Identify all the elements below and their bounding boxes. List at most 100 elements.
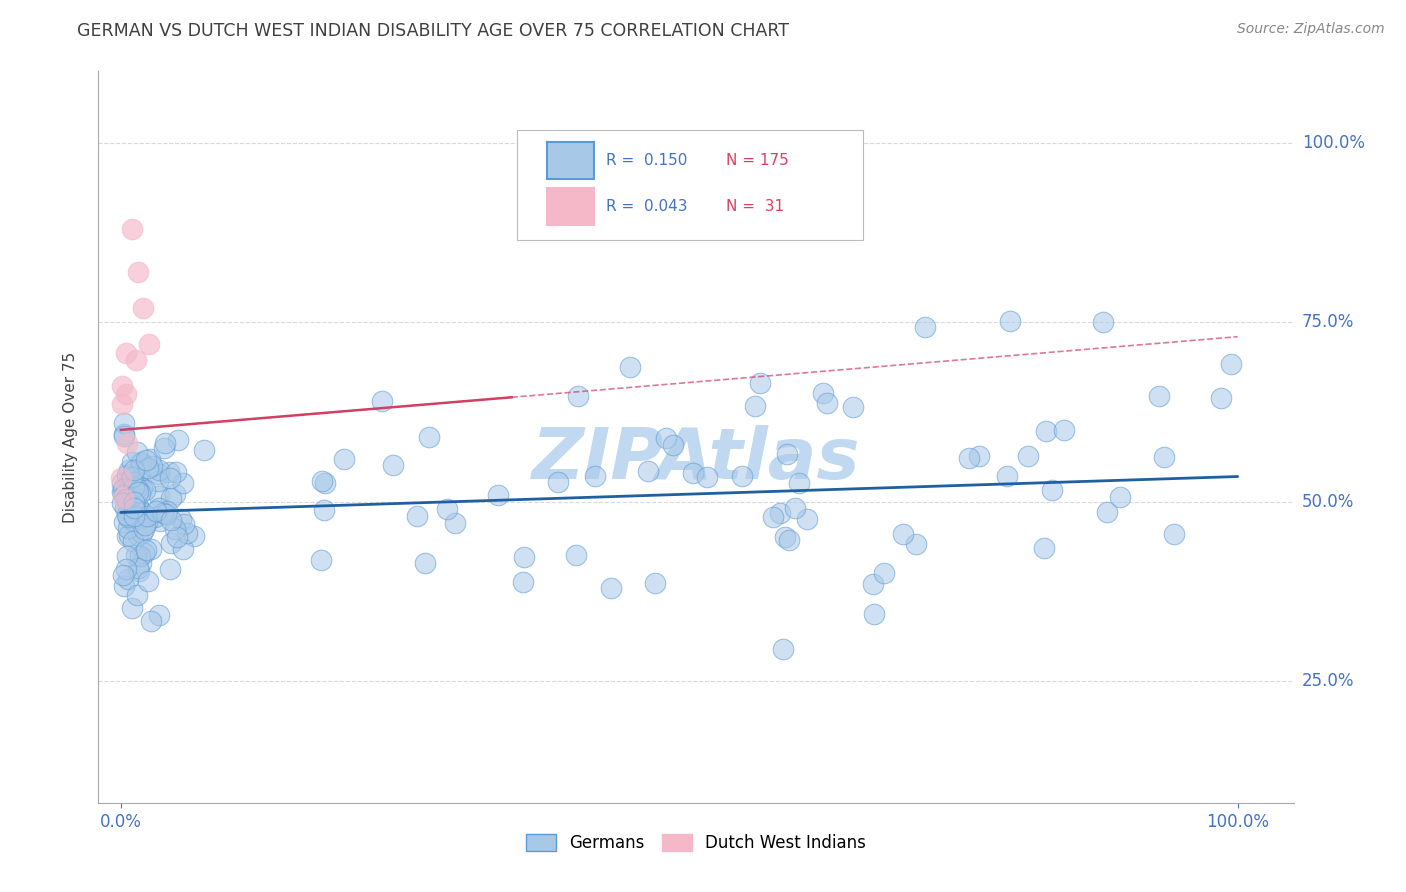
Point	[862, 577, 884, 591]
Point	[1035, 424, 1057, 438]
Text: N =  31: N = 31	[725, 199, 785, 214]
Point	[153, 441, 176, 455]
Point	[1163, 527, 1185, 541]
Point	[127, 499, 149, 513]
Point	[512, 575, 534, 590]
Point	[112, 488, 135, 502]
Point	[796, 512, 818, 526]
Point	[1153, 450, 1175, 464]
Point	[145, 509, 167, 524]
Point	[124, 495, 146, 509]
Point	[156, 503, 179, 517]
Point	[891, 526, 914, 541]
Point	[778, 533, 800, 547]
Point	[135, 515, 157, 529]
Point	[863, 607, 886, 622]
Point	[148, 607, 170, 622]
Point	[152, 507, 174, 521]
Point	[127, 466, 149, 480]
Point	[682, 467, 704, 481]
Point	[157, 465, 180, 479]
Point	[128, 466, 150, 480]
Point	[115, 491, 138, 506]
Point	[815, 395, 838, 409]
Point	[125, 445, 148, 459]
Point	[127, 560, 149, 574]
Point	[114, 429, 136, 443]
Point	[842, 401, 865, 415]
Point	[413, 556, 436, 570]
Point	[132, 301, 155, 315]
Text: 50.0%: 50.0%	[1302, 492, 1354, 510]
Point	[111, 379, 134, 393]
Point	[1053, 423, 1076, 437]
Point	[406, 508, 429, 523]
Point	[172, 475, 194, 490]
Point	[139, 451, 162, 466]
Point	[159, 561, 181, 575]
Point	[967, 449, 990, 463]
Point	[873, 566, 896, 581]
Point	[731, 468, 754, 483]
Point	[436, 502, 458, 516]
Point	[957, 450, 980, 465]
Point	[513, 549, 536, 564]
Point	[914, 319, 936, 334]
Point	[772, 641, 794, 656]
Point	[112, 579, 135, 593]
Point	[114, 500, 136, 515]
Point	[995, 468, 1018, 483]
Point	[125, 589, 148, 603]
Point	[166, 530, 188, 544]
Point	[599, 581, 621, 595]
Point	[148, 500, 170, 515]
Point	[129, 549, 152, 564]
Point	[146, 475, 169, 489]
Point	[128, 486, 150, 500]
Point	[744, 399, 766, 413]
Point	[141, 458, 163, 473]
Point	[160, 513, 183, 527]
Point	[172, 542, 194, 557]
Point	[311, 474, 333, 488]
Point	[153, 436, 176, 450]
Point	[111, 491, 134, 505]
Point	[132, 546, 155, 560]
Point	[134, 453, 156, 467]
Point	[117, 492, 139, 507]
Text: N = 175: N = 175	[725, 153, 789, 168]
Point	[115, 549, 138, 563]
Point	[129, 457, 152, 471]
Point	[112, 417, 135, 431]
Point	[160, 491, 183, 506]
Point	[129, 504, 152, 518]
Point	[127, 265, 149, 279]
Point	[769, 506, 792, 520]
Point	[309, 552, 332, 566]
Point	[159, 536, 181, 550]
Point	[775, 447, 797, 461]
Point	[135, 543, 157, 558]
Point	[121, 601, 143, 615]
Point	[128, 564, 150, 578]
Point	[121, 470, 143, 484]
Point	[134, 517, 156, 532]
Point	[117, 521, 139, 535]
Point	[193, 443, 215, 458]
Point	[131, 511, 153, 525]
Point	[128, 478, 150, 492]
Point	[114, 346, 136, 360]
Point	[176, 526, 198, 541]
Point	[111, 397, 134, 411]
Point	[787, 475, 810, 490]
Point	[134, 483, 156, 497]
Point	[371, 394, 394, 409]
Point	[112, 482, 135, 496]
Point	[583, 468, 606, 483]
Point	[131, 525, 153, 540]
Text: 75.0%: 75.0%	[1302, 313, 1354, 331]
Point	[127, 527, 149, 541]
Point	[165, 466, 187, 480]
Point	[661, 438, 683, 452]
Point	[136, 461, 159, 475]
